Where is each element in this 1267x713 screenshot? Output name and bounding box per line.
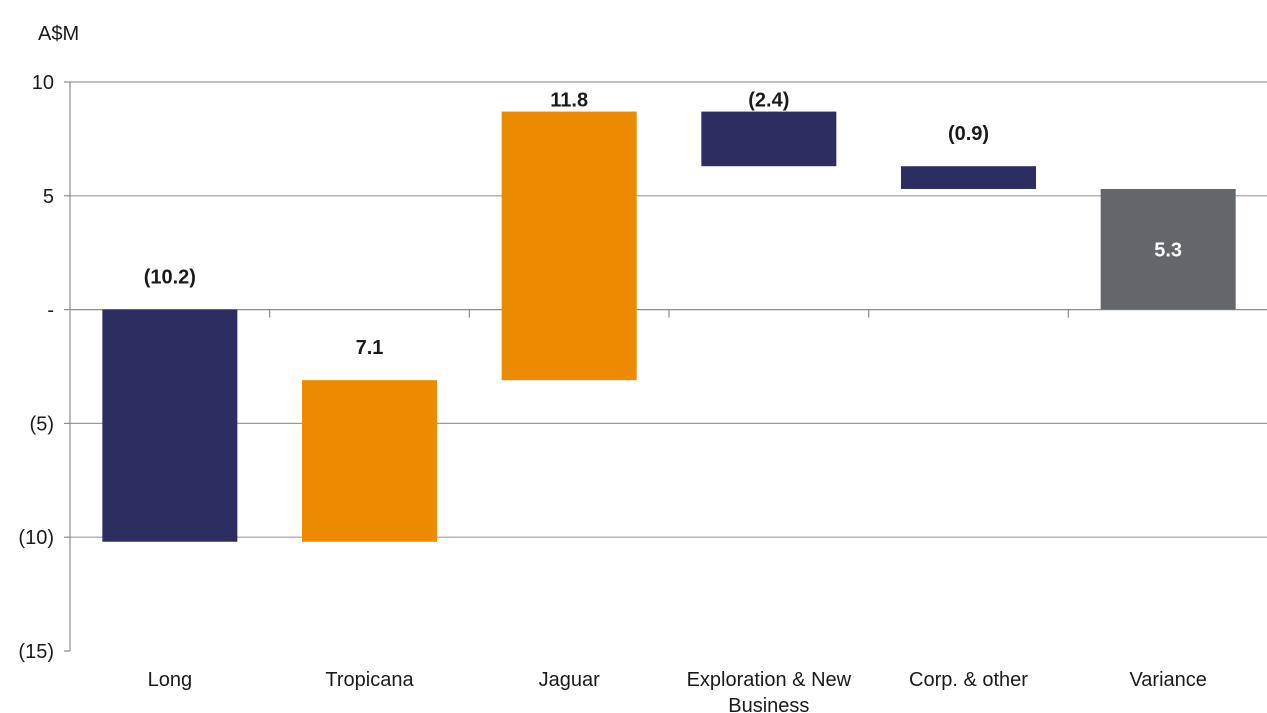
y-tick-label: - — [47, 300, 54, 322]
y-axis-ticks: 10 5 - (5) (10) (15) — [18, 72, 54, 663]
category-label-2: Jaguar — [539, 669, 600, 691]
y-tick-label: 10 — [32, 72, 54, 94]
category-label-3: Exploration & New Business — [687, 669, 852, 713]
bar-3 — [701, 111, 837, 167]
bars — [102, 111, 1236, 542]
bar-0 — [102, 309, 238, 542]
category-labels: Long Tropicana Jaguar Exploration & New Busi… — [148, 669, 1207, 713]
y-axis-unit-label: A$M — [38, 23, 79, 45]
y-tick-label: (10) — [18, 527, 54, 549]
y-tick-label: (15) — [18, 641, 54, 663]
data-label-4: (0.9) — [948, 123, 989, 145]
y-tick-label: 5 — [43, 186, 54, 208]
bar-2 — [501, 111, 637, 381]
bar-4 — [901, 166, 1036, 189]
category-label-5: Variance — [1129, 669, 1206, 691]
data-label-1: 7.1 — [356, 337, 384, 359]
y-tick-label: (5) — [30, 413, 54, 435]
category-label-4: Corp. & other — [909, 669, 1028, 691]
data-labels: (10.2) 7.1 11.8 (2.4) (0.9) 5.3 — [144, 90, 1182, 360]
data-label-0: (10.2) — [144, 267, 196, 289]
axes — [64, 81, 1267, 652]
bar-1 — [302, 380, 437, 542]
category-label-1: Tropicana — [325, 669, 414, 691]
data-label-3: (2.4) — [748, 90, 789, 112]
bar-5 — [1100, 188, 1236, 310]
data-label-2: 11.8 — [550, 90, 588, 112]
category-label-0: Long — [148, 669, 193, 691]
gridlines — [70, 81, 1267, 538]
data-label-5: 5.3 — [1154, 239, 1182, 261]
